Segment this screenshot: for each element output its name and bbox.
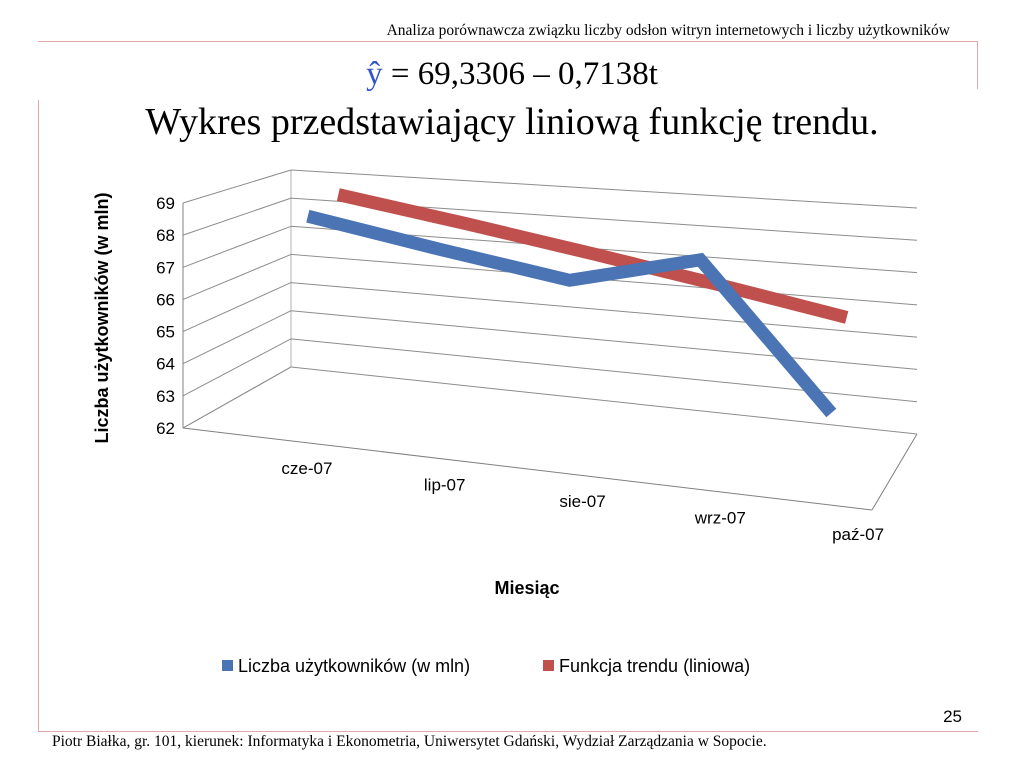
gridline-side [182,225,292,268]
slide-frame-right [977,41,978,89]
trend-formula: ŷ = 69,3306 – 0,7138t [0,56,1024,93]
slide-title: Wykres przedstawiający liniową funkcję t… [145,101,879,143]
gridline-side [182,197,292,236]
slide-footer: Piotr Białka, gr. 101, kierunek: Informa… [52,733,767,750]
gridline-back [290,310,918,370]
legend-label: Liczba użytkowników (w mln) [238,656,470,676]
gridline-back [290,282,918,338]
legend-swatch [222,660,233,671]
slide-header: Analiza porównawcza związku liczby odsło… [386,22,950,39]
y-tick-label: 62 [156,419,175,438]
y-axis-title: Liczba użytkowników (w mln) [92,192,112,443]
x-tick-label: wrz-07 [694,508,746,527]
gridline-side [182,282,292,333]
x-tick-label: sie-07 [559,492,605,511]
y-tick-label: 64 [156,355,175,374]
x-tick-label: lip-07 [424,476,466,495]
y-tick-labels: 62 63 64 65 66 67 68 69 [156,194,175,438]
gridline-side [182,310,292,365]
floor-front-edge [182,427,873,511]
x-tick-labels: cze-07 lip-07 sie-07 wrz-07 paź-07 [281,459,884,544]
gridline-back [290,338,918,403]
legend-swatch [543,660,554,671]
legend-label: Funkcja trendu (liniowa) [559,656,750,676]
x-axis-title: Miesiąc [494,578,559,598]
series-line [336,188,849,324]
page-number: 25 [943,707,962,726]
series-group [306,209,837,418]
x-tick-label: cze-07 [281,459,332,478]
chart-series [306,188,849,418]
slide-frame-top [38,41,978,42]
y-tick-label: 63 [156,387,175,406]
gridline-back [290,169,918,209]
y-tick-label: 68 [156,226,175,245]
chart-legend: Liczba użytkowników (w mln) Funkcja trend… [222,656,750,676]
floor-right-edge [871,433,918,511]
formula-text: = 69,3306 – 0,7138t [382,56,658,92]
y-tick-label: 66 [156,290,175,309]
series-group [336,188,849,324]
y-tick-label: 69 [156,194,175,213]
y-hat-symbol: ŷ [366,56,383,92]
gridline-side [182,366,292,429]
y-tick-label: 67 [156,258,175,277]
gridline-back [290,366,918,435]
gridline-side [182,338,292,397]
gridline-side [182,253,292,300]
slide-frame-bottom [38,731,978,732]
gridline-side [182,169,292,204]
slide-frame-left [38,100,39,732]
y-tick-label: 65 [156,323,175,342]
x-tick-label: paź-07 [832,525,884,544]
